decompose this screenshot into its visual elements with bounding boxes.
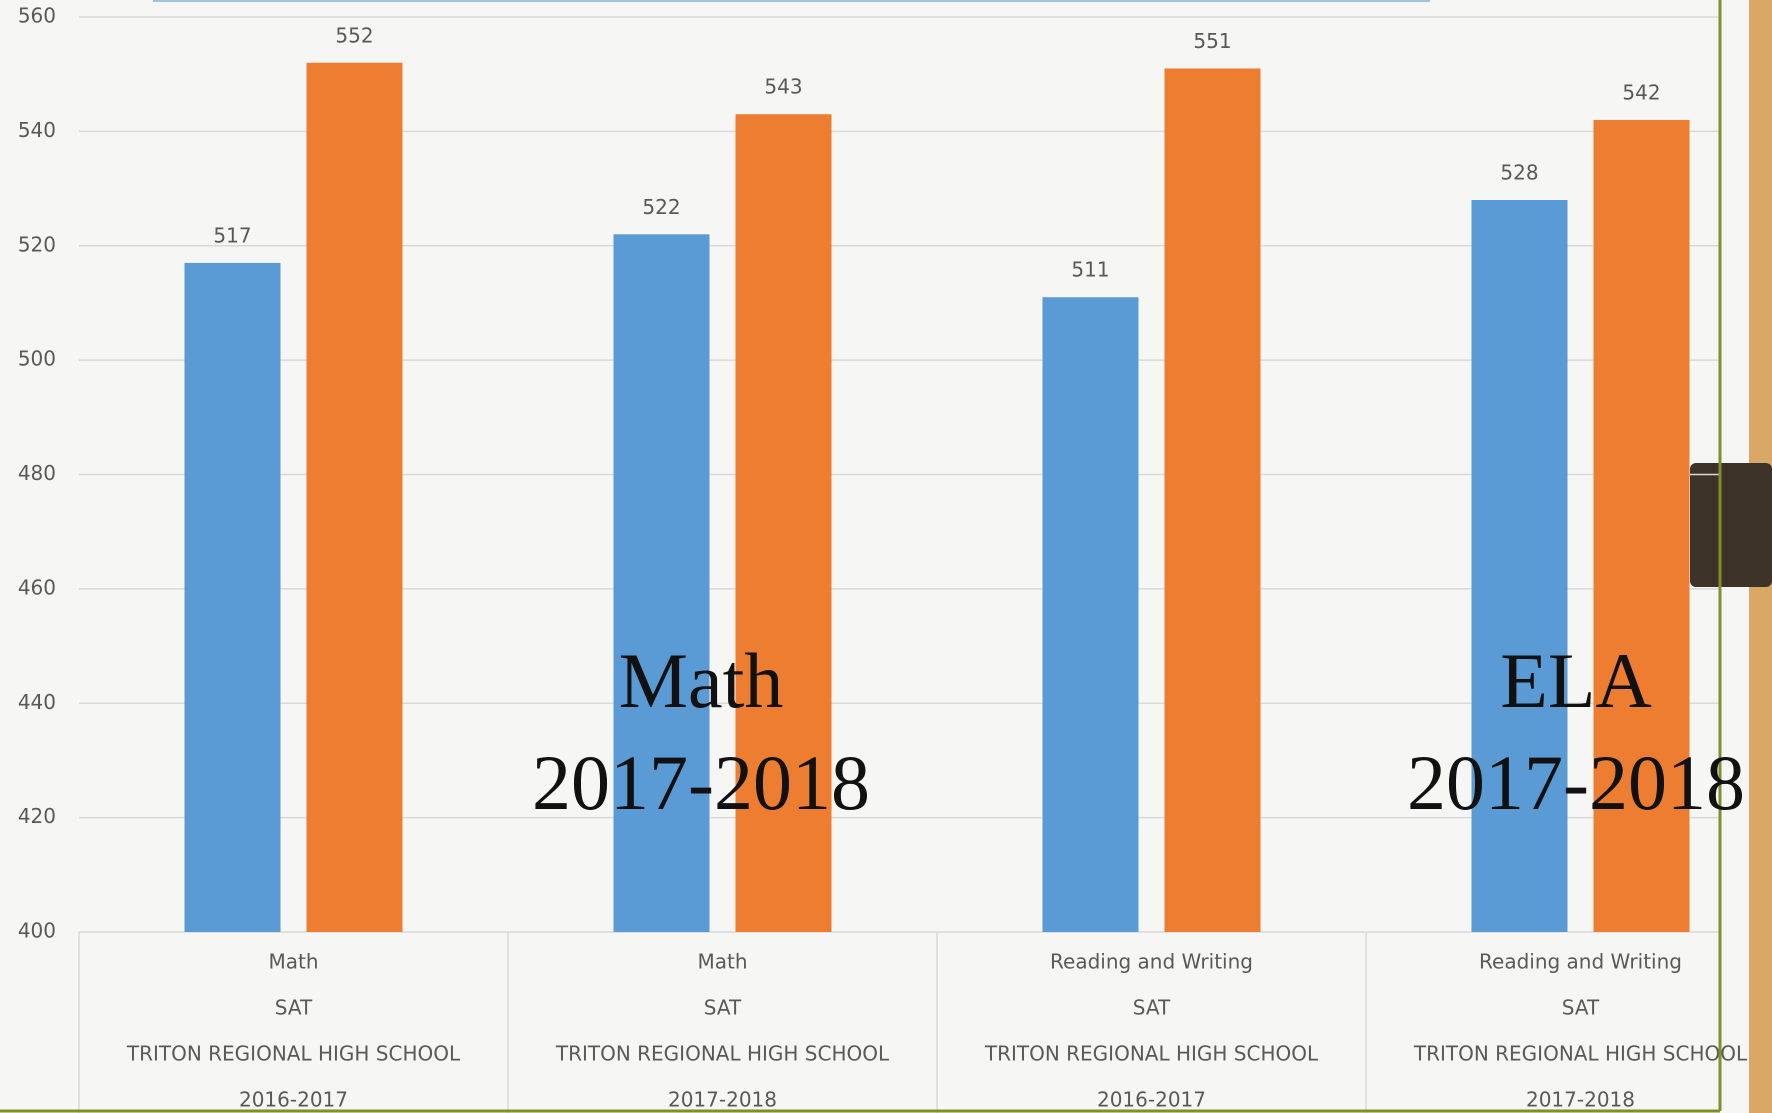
x-tick-label: 2017-2018	[1526, 1088, 1635, 1112]
bar	[184, 262, 281, 932]
x-tick-label: SAT	[704, 996, 742, 1020]
data-label: 543	[764, 75, 802, 99]
x-tick-label: 2017-2018	[668, 1088, 777, 1112]
bar	[306, 62, 403, 932]
y-tick-label: 540	[18, 118, 56, 142]
data-label: 551	[1193, 29, 1231, 53]
tab	[1690, 463, 1772, 587]
x-tick-label: SAT	[1562, 996, 1600, 1020]
x-tick-label: SAT	[1133, 996, 1171, 1020]
y-tick-label: 460	[18, 575, 56, 599]
y-tick-label: 440	[18, 690, 56, 714]
annotation: 2017-2018	[1407, 739, 1745, 826]
data-label: 552	[335, 23, 373, 47]
annotation: Math	[619, 637, 784, 724]
plot: 400 420 440 460 480 500 520 540 560 Math SAT TRITON…	[18, 4, 1748, 1113]
y-tick-label: 420	[18, 804, 56, 828]
data-label: 542	[1622, 80, 1660, 104]
bar	[735, 114, 832, 932]
x-tick-label: 2016-2017	[1097, 1088, 1206, 1112]
data-label: 528	[1500, 161, 1538, 185]
bar	[613, 234, 710, 932]
x-tick-label: TRITON REGIONAL HIGH SCHOOL	[126, 1042, 461, 1066]
y-tick-label: 400	[18, 919, 56, 943]
annotation: 2017-2018	[532, 739, 870, 826]
data-label: 517	[213, 223, 251, 247]
y-tick-label: 480	[18, 461, 56, 485]
x-tick-label: TRITON REGIONAL HIGH SCHOOL	[1413, 1042, 1748, 1066]
bar	[1471, 200, 1568, 932]
x-tick-label: 2016-2017	[239, 1088, 348, 1112]
data-label: 511	[1071, 258, 1109, 282]
y-tick-label: 520	[18, 232, 56, 256]
bar	[1164, 68, 1261, 932]
bar	[1042, 297, 1139, 932]
y-tick-label: 500	[18, 347, 56, 371]
y-tick-label: 560	[18, 4, 56, 28]
x-tick-label: TRITON REGIONAL HIGH SCHOOL	[555, 1042, 890, 1066]
x-tick-label: Math	[697, 950, 747, 974]
x-tick-label: Reading and Writing	[1479, 950, 1682, 974]
annotation: ELA	[1500, 637, 1652, 724]
data-label: 522	[642, 195, 680, 219]
x-tick-label: TRITON REGIONAL HIGH SCHOOL	[984, 1042, 1319, 1066]
bar	[1593, 119, 1690, 932]
x-tick-label: Math	[268, 950, 318, 974]
x-tick-label: SAT	[275, 996, 313, 1020]
x-tick-label: Reading and Writing	[1050, 950, 1253, 974]
